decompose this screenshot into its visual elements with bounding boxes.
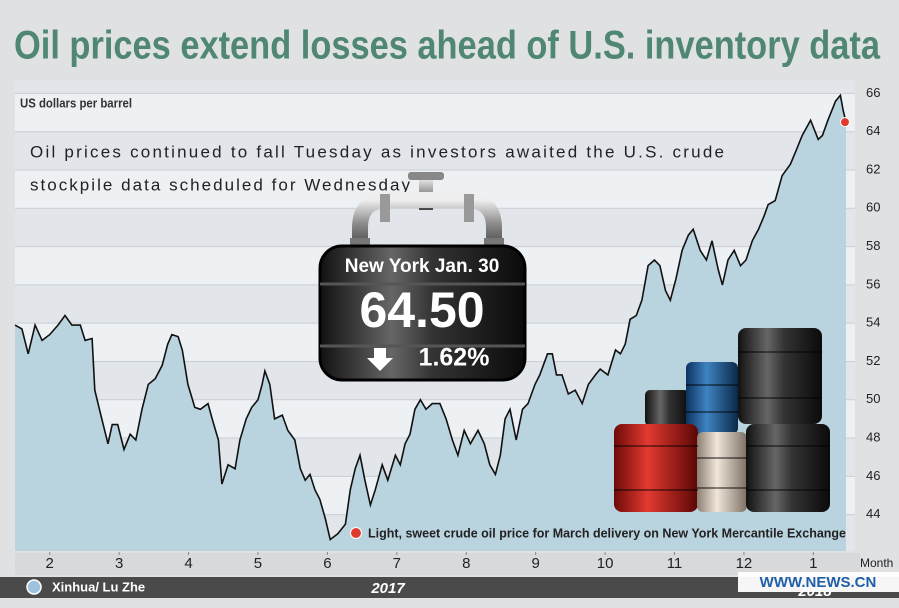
x-tick-label: 10: [597, 555, 614, 572]
source: WWW.NEWS.CN: [760, 574, 877, 591]
callout-change: 1.62%: [419, 344, 490, 372]
chart-title: Oil prices extend losses ahead of U.S. i…: [14, 24, 881, 68]
y-tick-label: 46: [866, 468, 880, 483]
plot-band: [15, 208, 855, 247]
source-box: [738, 572, 899, 592]
plot-band: [15, 80, 855, 94]
y-tick-label: 64: [866, 123, 880, 138]
barrels-illustration: [614, 328, 830, 512]
x-tick-label: 4: [184, 555, 192, 572]
y-tick-label: 62: [866, 161, 880, 176]
y-tick-label: 48: [866, 429, 880, 444]
x-tick-label: 1: [809, 555, 817, 572]
y-tick-label: 50: [866, 391, 880, 406]
x-axis-strip: [15, 553, 860, 575]
year-label: 2017: [370, 580, 405, 597]
annotation: Oil prices continued to fall Tuesday as …: [30, 142, 724, 161]
line: [14, 93, 847, 541]
annotation: stockpile data scheduled for Wednesday: [30, 175, 411, 194]
x-tick-label: 8: [462, 555, 470, 572]
y-axis-label: US dollars per barrel: [20, 95, 132, 110]
y-tick-label: 44: [866, 506, 880, 521]
footer-bar: [0, 577, 899, 598]
y-tick-label: 60: [866, 200, 880, 215]
credit: Xinhua/ Lu Zhe: [52, 579, 145, 594]
end-marker: [839, 117, 850, 128]
x-tick-label: 5: [254, 555, 262, 572]
plot-band: [15, 93, 855, 132]
y-tick-label: 52: [866, 353, 880, 368]
y-tick-label: 58: [866, 238, 880, 253]
x-tick-label: 11: [667, 555, 683, 572]
y-tick-label: 56: [866, 276, 880, 291]
x-tick-label: 3: [115, 555, 123, 572]
legend-marker: [350, 527, 362, 539]
plot-band: [15, 131, 855, 170]
callout-price: 64.50: [359, 282, 484, 338]
barrel-illustration: [318, 172, 527, 382]
x-tick-label: 12: [736, 555, 753, 572]
logo: [26, 579, 42, 595]
x-tick-label: 7: [393, 555, 401, 572]
x-axis-label: Month: [860, 556, 893, 570]
y-tick-label: 54: [866, 315, 880, 330]
callout-place: New York Jan. 30: [345, 256, 500, 277]
x-tick-label: 6: [323, 555, 331, 572]
x-tick-label: 2: [46, 555, 54, 572]
x-tick-label: 9: [531, 555, 539, 572]
legend-label: Light, sweet crude oil price for March d…: [368, 526, 846, 540]
y-tick-label: 66: [866, 85, 880, 100]
